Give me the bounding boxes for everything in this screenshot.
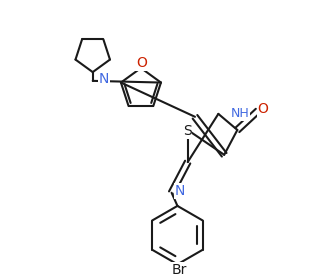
Text: Br: Br: [171, 263, 187, 277]
Text: N: N: [175, 184, 185, 198]
Text: S: S: [183, 124, 192, 137]
Text: N: N: [99, 72, 109, 86]
Text: NH: NH: [230, 107, 249, 120]
Text: O: O: [136, 56, 147, 70]
Text: O: O: [257, 102, 268, 116]
